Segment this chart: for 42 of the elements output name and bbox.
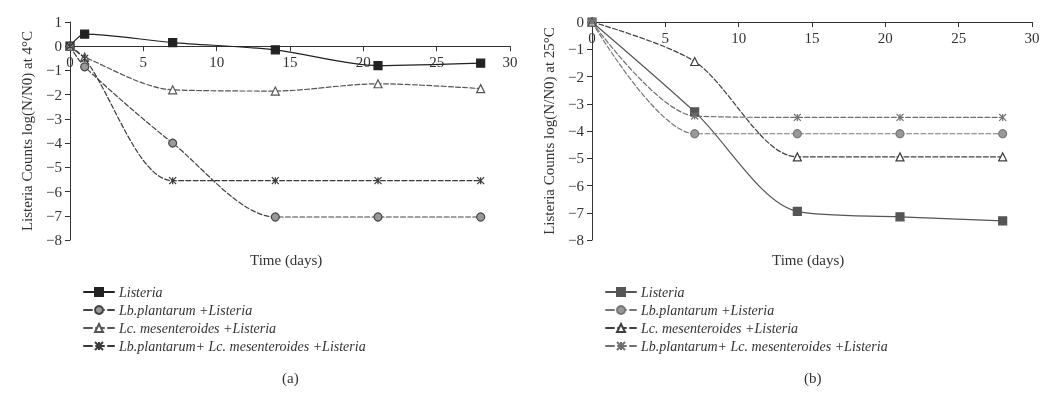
y-tick-label: −2 (46, 86, 62, 103)
legend-label: Lb.plantarum+ Lc. mesenteroides +Listeria (640, 338, 888, 354)
y-tick-label: −7 (46, 207, 63, 224)
y-tick-label: −3 (46, 110, 62, 127)
y-tick-label: −8 (46, 232, 62, 248)
y-tick-label: −4 (568, 123, 585, 139)
x-tick-label: 30 (1024, 29, 1040, 46)
legend-label: Listeria (640, 284, 685, 300)
legend-label: Lb.plantarum+ Lc. mesenteroides +Listeria (118, 338, 366, 354)
y-tick-label: 0 (576, 14, 584, 30)
text: (a) (282, 369, 299, 387)
x-tick-label: 5 (661, 29, 670, 46)
y-axis-title: Listeria Counts log(N/N0) at 25°C (540, 27, 558, 235)
x-tick-label: 30 (502, 53, 518, 70)
y-tick-label: −6 (46, 183, 63, 200)
x-tick-label: 10 (731, 29, 747, 46)
y-axis-title: Listeria Counts log(N/N0) at 4°C (18, 30, 36, 232)
text: (b) (804, 369, 822, 387)
legend-label: Lc. mesenteroides +Listeria (118, 320, 277, 336)
y-tick-label: −1 (46, 62, 62, 79)
y-tick-label: −5 (46, 159, 62, 176)
y-tick-label: −1 (568, 41, 584, 58)
y-tick-label: −4 (46, 135, 63, 152)
legend-label: Listeria (118, 284, 163, 300)
legend-label: Lb.plantarum +Listeria (640, 302, 775, 318)
x-tick-label: 15 (282, 53, 298, 70)
x-tick-label: 15 (804, 29, 820, 46)
y-tick-label: −2 (568, 68, 584, 85)
x-tick-label: 25 (951, 29, 967, 46)
x-axis-title: Time (days) (250, 251, 323, 269)
y-tick-label: 1 (54, 14, 62, 30)
legend-label: Lc. mesenteroides +Listeria (640, 320, 799, 336)
y-tick-label: −6 (568, 177, 585, 194)
x-tick-label: 5 (139, 53, 148, 70)
x-tick-label: 20 (877, 29, 893, 46)
y-tick-label: −7 (568, 204, 585, 221)
y-tick-label: −8 (568, 232, 584, 248)
y-tick-label: −3 (568, 95, 584, 112)
y-tick-label: −5 (568, 150, 584, 167)
x-axis-title: Time (days) (772, 251, 845, 269)
x-tick-label: 10 (209, 53, 225, 70)
legend-label: Lb.plantarum +Listeria (118, 302, 253, 318)
